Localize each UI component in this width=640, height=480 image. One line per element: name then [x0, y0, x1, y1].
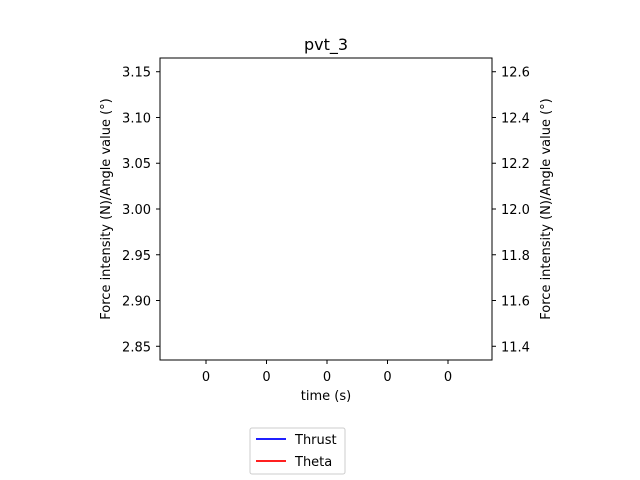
right-y-tick-label: 12.4	[501, 111, 530, 126]
right-y-tick-label: 12.0	[501, 203, 530, 218]
right-y-axis-ticks: 11.4 11.6 11.8 12.0 12.2 12.4 12.6	[492, 66, 530, 355]
right-y-tick-label: 11.8	[501, 249, 530, 264]
legend-label-thrust: Thrust	[294, 433, 337, 448]
left-y-tick-label: 2.85	[122, 340, 151, 355]
plot-area	[159, 57, 493, 361]
left-y-axis-label: Force intensity (N)/Angle value (°)	[99, 98, 114, 319]
left-y-tick-label: 3.10	[122, 111, 151, 126]
x-tick-label: 0	[262, 370, 270, 385]
right-y-tick-label: 11.6	[501, 295, 530, 310]
x-axis-label: time (s)	[301, 389, 351, 404]
left-y-tick-label: 2.95	[122, 249, 151, 264]
left-y-tick-label: 3.15	[122, 66, 151, 81]
x-tick-label: 0	[202, 370, 210, 385]
x-tick-label: 0	[444, 370, 452, 385]
legend-label-theta: Theta	[294, 455, 332, 470]
x-tick-label: 0	[323, 370, 331, 385]
right-y-axis-label: Force intensity (N)/Angle value (°)	[539, 98, 554, 319]
left-y-tick-label: 3.00	[122, 203, 151, 218]
x-tick-label: 0	[383, 370, 391, 385]
left-y-tick-label: 2.90	[122, 295, 151, 310]
left-y-axis-ticks: 2.85 2.90 2.95 3.00 3.05 3.10 3.15	[122, 66, 160, 355]
right-y-tick-label: 12.6	[501, 66, 530, 81]
legend: Thrust Theta	[249, 427, 346, 475]
right-y-tick-label: 12.2	[501, 157, 530, 172]
left-y-tick-label: 3.05	[122, 157, 151, 172]
chart-title: pvt_3	[304, 35, 348, 55]
x-axis-ticks: 0 0 0 0 0	[202, 360, 452, 385]
right-y-tick-label: 11.4	[501, 340, 530, 355]
